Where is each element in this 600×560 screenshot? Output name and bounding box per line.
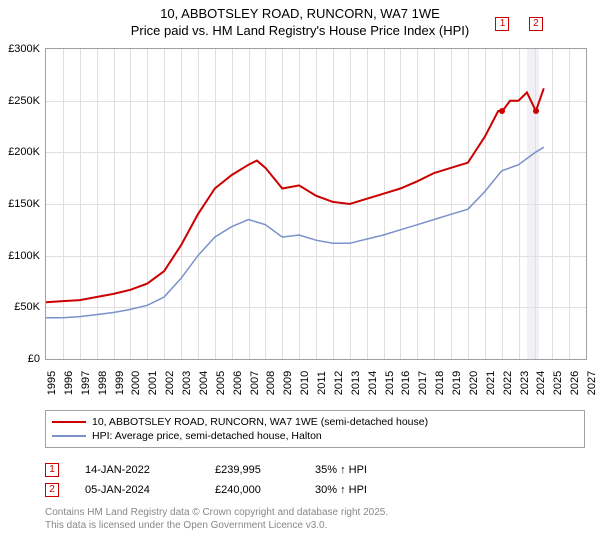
footer-hpi: 30% ↑ HPI xyxy=(315,484,465,496)
legend-swatch xyxy=(52,421,86,423)
x-tick-label: 2021 xyxy=(485,371,497,395)
marker-box-icon: 1 xyxy=(45,463,59,477)
x-tick-label: 1999 xyxy=(114,371,126,395)
x-tick-label: 2011 xyxy=(316,371,328,395)
marker-box-icon: 1 xyxy=(495,17,509,31)
x-tick-label: 2017 xyxy=(417,371,429,395)
licence-line2: This data is licensed under the Open Gov… xyxy=(45,520,388,533)
x-tick-label: 2007 xyxy=(249,371,261,395)
title-line1: 10, ABBOTSLEY ROAD, RUNCORN, WA7 1WE xyxy=(0,6,600,21)
y-tick-label: £0 xyxy=(28,353,40,365)
x-tick-label: 2005 xyxy=(215,371,227,395)
footer-hpi: 35% ↑ HPI xyxy=(315,464,465,476)
x-tick-label: 2013 xyxy=(350,371,362,395)
x-tick-label: 2003 xyxy=(181,371,193,395)
x-tick-label: 1995 xyxy=(46,371,58,395)
series-price_paid xyxy=(46,88,544,302)
x-tick-label: 2027 xyxy=(586,371,598,395)
y-tick-label: £250K xyxy=(8,95,40,107)
licence-text: Contains HM Land Registry data © Crown c… xyxy=(45,507,388,532)
title-line2: Price paid vs. HM Land Registry's House … xyxy=(0,23,600,38)
y-tick-label: £100K xyxy=(8,250,40,262)
footer-table: 1 14-JAN-2022 £239,995 35% ↑ HPI 2 05-JA… xyxy=(45,460,585,500)
x-tick-label: 1997 xyxy=(80,371,92,395)
x-tick-label: 2025 xyxy=(552,371,564,395)
legend-label: HPI: Average price, semi-detached house,… xyxy=(92,430,322,442)
x-tick-label: 2010 xyxy=(299,371,311,395)
y-tick-label: £50K xyxy=(14,301,40,313)
footer-row: 2 05-JAN-2024 £240,000 30% ↑ HPI xyxy=(45,480,585,500)
x-tick-label: 2001 xyxy=(147,371,159,395)
x-tick-label: 2000 xyxy=(130,371,142,395)
legend-label: 10, ABBOTSLEY ROAD, RUNCORN, WA7 1WE (se… xyxy=(92,416,428,428)
x-tick-label: 2022 xyxy=(502,371,514,395)
x-tick-label: 2026 xyxy=(569,371,581,395)
legend-item: HPI: Average price, semi-detached house,… xyxy=(52,429,578,443)
x-tick-label: 2020 xyxy=(468,371,480,395)
x-tick-label: 2015 xyxy=(384,371,396,395)
series-svg xyxy=(46,49,586,359)
footer-date: 05-JAN-2024 xyxy=(85,484,215,496)
marker-dot xyxy=(533,108,539,114)
x-tick-label: 2019 xyxy=(451,371,463,395)
footer-price: £240,000 xyxy=(215,484,315,496)
title-block: 10, ABBOTSLEY ROAD, RUNCORN, WA7 1WE Pri… xyxy=(0,0,600,38)
marker-box-icon: 2 xyxy=(45,483,59,497)
x-tick-label: 1996 xyxy=(63,371,75,395)
footer-date: 14-JAN-2022 xyxy=(85,464,215,476)
marker-box-icon: 2 xyxy=(529,17,543,31)
x-tick-label: 2006 xyxy=(232,371,244,395)
x-tick-label: 2008 xyxy=(265,371,277,395)
x-tick-label: 2023 xyxy=(519,371,531,395)
x-tick-label: 2016 xyxy=(400,371,412,395)
y-tick-label: £300K xyxy=(8,43,40,55)
legend-swatch xyxy=(52,435,86,437)
x-tick-label: 2018 xyxy=(434,371,446,395)
legend-item: 10, ABBOTSLEY ROAD, RUNCORN, WA7 1WE (se… xyxy=(52,415,578,429)
x-tick-label: 2009 xyxy=(282,371,294,395)
y-tick-label: £150K xyxy=(8,198,40,210)
footer-row: 1 14-JAN-2022 £239,995 35% ↑ HPI xyxy=(45,460,585,480)
y-tick-label: £200K xyxy=(8,146,40,158)
legend: 10, ABBOTSLEY ROAD, RUNCORN, WA7 1WE (se… xyxy=(45,410,585,448)
root: 10, ABBOTSLEY ROAD, RUNCORN, WA7 1WE Pri… xyxy=(0,0,600,560)
x-tick-label: 2002 xyxy=(164,371,176,395)
plot: £0£50K£100K£150K£200K£250K£300K199519961… xyxy=(45,48,587,360)
x-tick-label: 2012 xyxy=(333,371,345,395)
footer-price: £239,995 xyxy=(215,464,315,476)
licence-line1: Contains HM Land Registry data © Crown c… xyxy=(45,507,388,520)
x-tick-label: 2014 xyxy=(367,371,379,395)
chart-area: £0£50K£100K£150K£200K£250K£300K199519961… xyxy=(45,48,585,358)
x-tick-label: 1998 xyxy=(97,371,109,395)
x-tick-label: 2004 xyxy=(198,371,210,395)
x-tick-label: 2024 xyxy=(535,371,547,395)
